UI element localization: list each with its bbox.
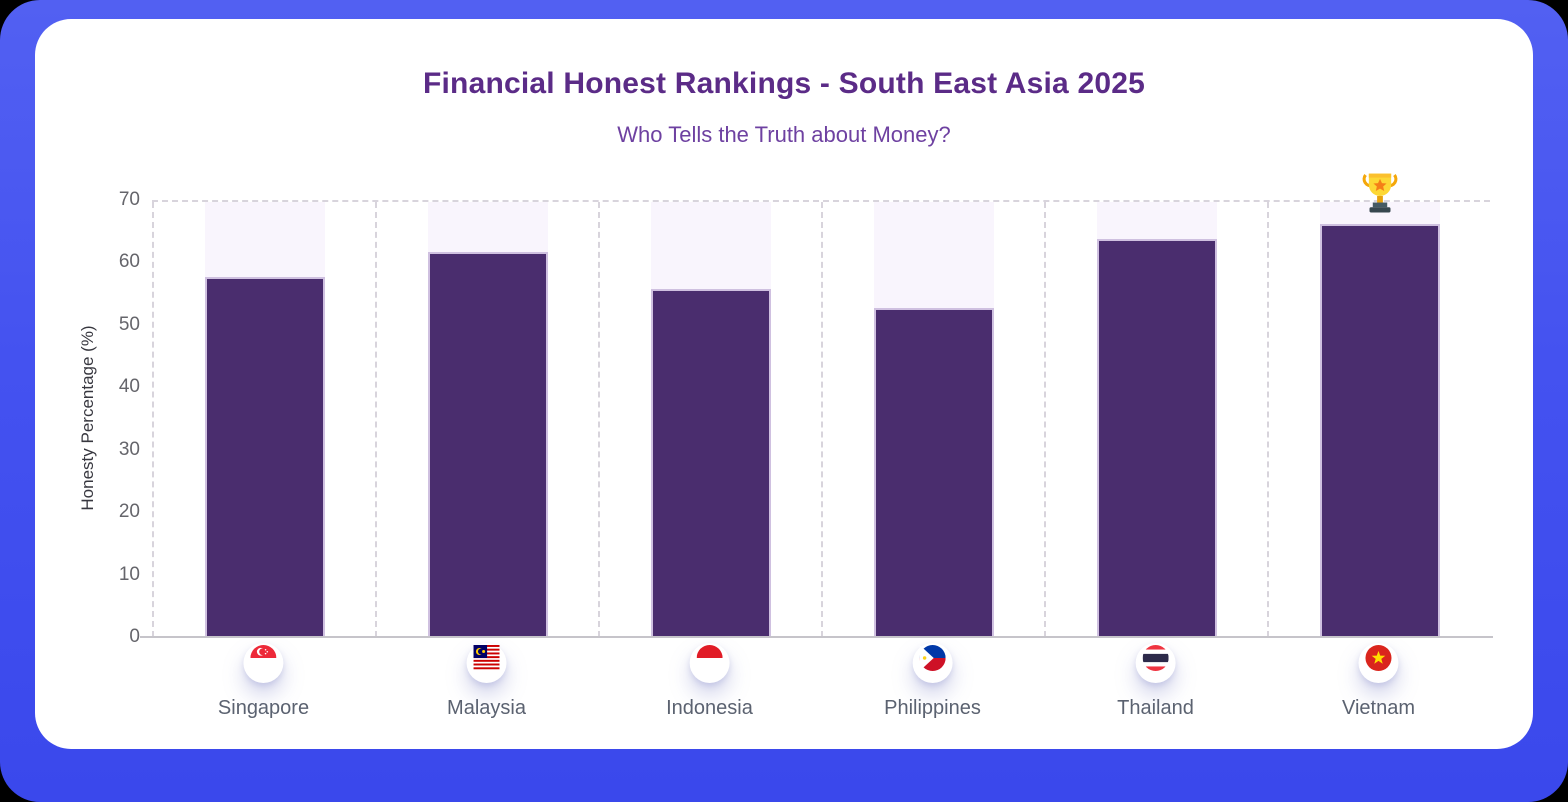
flag-badge bbox=[912, 643, 953, 683]
chart-title: Financial Honest Rankings - South East A… bbox=[422, 67, 1145, 100]
y-tick-30: 30 bbox=[118, 438, 140, 460]
country-label: Vietnam bbox=[1341, 697, 1416, 719]
flag-badge bbox=[243, 643, 284, 683]
bar-singapore[interactable] bbox=[204, 276, 325, 637]
country-label: Indonesia bbox=[666, 697, 753, 719]
ph-flag-icon bbox=[919, 645, 946, 671]
bar-indonesia[interactable] bbox=[650, 289, 771, 637]
bar-column-philippines bbox=[821, 202, 1044, 637]
x-label-indonesia: Indonesia bbox=[666, 643, 753, 720]
x-label-thailand: Thailand bbox=[1117, 643, 1194, 720]
vn-flag-icon bbox=[1365, 645, 1392, 671]
bar-column-singapore bbox=[152, 202, 375, 637]
y-axis-label: Honesty Percentage (%) bbox=[78, 325, 97, 511]
bar-thailand[interactable] bbox=[1096, 239, 1217, 637]
x-label-philippines: Philippines bbox=[884, 643, 981, 720]
trophy-icon bbox=[1362, 173, 1397, 213]
chart-card: Financial Honest Rankings - South East A… bbox=[35, 19, 1533, 749]
flag-badge bbox=[466, 643, 507, 683]
plot-area bbox=[152, 173, 1490, 637]
my-flag-icon bbox=[473, 645, 500, 671]
y-tick-20: 20 bbox=[118, 501, 140, 523]
y-tick-50: 50 bbox=[118, 313, 140, 335]
flag-badge bbox=[689, 643, 730, 683]
y-tick-10: 10 bbox=[118, 563, 140, 585]
bar-vietnam[interactable] bbox=[1319, 223, 1440, 637]
id-flag-icon bbox=[696, 645, 723, 671]
sg-flag-icon bbox=[250, 645, 277, 671]
y-tick-40: 40 bbox=[118, 376, 140, 398]
y-tick-0: 0 bbox=[129, 626, 140, 647]
bar-column-thailand bbox=[1044, 202, 1267, 637]
x-label-malaysia: Malaysia bbox=[447, 643, 526, 720]
x-axis-line bbox=[140, 636, 1493, 638]
chart-subtitle: Who Tells the Truth about Money? bbox=[617, 122, 951, 147]
bar-column-indonesia bbox=[598, 202, 821, 637]
country-label: Singapore bbox=[217, 697, 310, 719]
y-tick-70: 70 bbox=[118, 189, 140, 210]
bar-philippines[interactable] bbox=[873, 307, 994, 637]
bar-column-malaysia bbox=[375, 202, 598, 637]
bar-column-vietnam bbox=[1267, 173, 1490, 637]
bar-malaysia[interactable] bbox=[427, 251, 548, 637]
y-tick-60: 60 bbox=[118, 251, 140, 273]
th-flag-icon bbox=[1142, 645, 1169, 671]
country-label: Malaysia bbox=[447, 697, 526, 719]
country-label: Philippines bbox=[884, 697, 981, 719]
x-label-vietnam: Vietnam bbox=[1342, 643, 1415, 720]
x-label-singapore: Singapore bbox=[218, 643, 309, 720]
flag-badge bbox=[1358, 643, 1399, 683]
country-label: Thailand bbox=[1117, 697, 1194, 719]
flag-badge bbox=[1135, 643, 1176, 683]
